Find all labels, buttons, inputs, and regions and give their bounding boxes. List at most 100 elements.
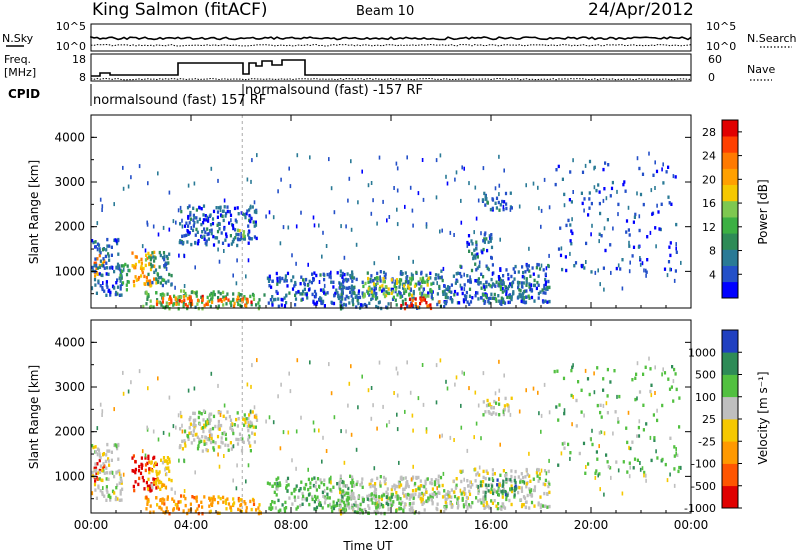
range-gate-cell	[509, 293, 512, 297]
range-gate-cell	[570, 229, 573, 233]
range-gate-cell	[184, 291, 187, 296]
range-gate-cell	[271, 279, 274, 283]
range-gate-cell	[258, 298, 261, 302]
range-gate-cell	[218, 259, 221, 264]
range-gate-cell	[639, 192, 643, 197]
range-gate-cell	[517, 270, 520, 274]
range-gate-cell	[146, 282, 150, 286]
range-gate-cell	[370, 211, 373, 216]
range-gate-cell	[226, 410, 229, 414]
range-gate-cell	[371, 296, 374, 300]
range-gate-cell	[104, 254, 107, 259]
range-gate-cell	[245, 417, 248, 421]
range-gate-cell	[296, 358, 299, 363]
range-gate-cell	[603, 431, 606, 436]
range-gate-cell	[160, 275, 163, 280]
range-gate-cell	[455, 170, 458, 175]
range-gate-cell	[391, 289, 394, 293]
range-gate-cell	[94, 240, 97, 244]
range-gate-cell	[190, 242, 193, 247]
range-gate-cell	[369, 277, 372, 282]
range-gate-cell	[355, 294, 358, 298]
range-gate-cell	[185, 293, 188, 298]
range-gate-cell	[222, 218, 225, 223]
range-gate-cell	[241, 296, 244, 300]
range-gate-cell	[183, 284, 186, 288]
colorbar-tick-label: -500	[691, 480, 716, 493]
range-gate-cell	[320, 480, 323, 485]
range-gate-cell	[95, 263, 98, 268]
range-gate-cell	[617, 420, 620, 424]
range-gate-cell	[210, 231, 213, 236]
range-gate-cell	[483, 285, 486, 289]
range-gate-cell	[580, 191, 583, 195]
range-gate-cell	[113, 286, 116, 290]
range-gate-cell	[578, 451, 581, 456]
range-gate-cell	[411, 273, 414, 278]
range-gate-cell	[664, 462, 667, 467]
range-gate-cell	[379, 275, 381, 280]
range-gate-cell	[347, 502, 350, 506]
range-gate-cell	[544, 482, 547, 487]
range-gate-cell	[236, 206, 239, 210]
range-gate-cell	[168, 457, 171, 461]
range-gate-cell	[456, 497, 459, 501]
range-gate-cell	[525, 283, 528, 287]
range-gate-cell	[194, 305, 197, 309]
range-gate-cell	[469, 280, 472, 284]
range-gate-cell	[108, 266, 111, 270]
range-gate-cell	[95, 266, 98, 271]
range-gate-cell	[409, 495, 412, 499]
range-gate-cell	[285, 479, 288, 483]
range-gate-cell	[345, 504, 348, 508]
range-gate-cell	[437, 481, 440, 485]
range-gate-cell	[477, 491, 480, 495]
range-gate-cell	[227, 298, 230, 302]
range-gate-cell	[475, 247, 478, 251]
range-gate-cell	[396, 412, 398, 417]
range-gate-cell	[417, 281, 420, 286]
range-gate-cell	[337, 296, 340, 301]
range-gate-cell	[265, 214, 267, 219]
range-gate-cell	[220, 423, 223, 428]
range-gate-cell	[339, 474, 342, 478]
range-gate-cell	[367, 276, 370, 281]
range-gate-cell	[496, 478, 499, 482]
range-gate-cell	[399, 497, 402, 501]
range-gate-cell	[543, 382, 546, 387]
range-gate-cell	[613, 369, 616, 373]
range-gate-cell	[95, 468, 98, 473]
range-gate-cell	[288, 166, 290, 171]
range-gate-cell	[232, 226, 235, 231]
range-gate-cell	[181, 224, 184, 229]
range-gate-cell	[295, 224, 298, 229]
range-gate-cell	[375, 276, 378, 280]
range-gate-cell	[430, 295, 433, 299]
x-tick-label: 12:00	[374, 518, 409, 532]
range-gate-cell	[177, 295, 180, 299]
range-gate-cell	[276, 484, 279, 489]
range-gate-cell	[111, 470, 114, 475]
range-gate-cell	[140, 466, 143, 470]
range-gate-cell	[166, 292, 169, 296]
range-gate-cell	[435, 195, 438, 200]
range-gate-cell	[405, 289, 408, 294]
range-gate-cell	[229, 505, 232, 509]
range-gate-cell	[636, 434, 639, 438]
range-gate-cell	[291, 458, 293, 463]
range-gate-cell	[137, 275, 141, 280]
range-gate-cell	[426, 304, 429, 308]
range-gate-cell	[313, 223, 316, 228]
range-gate-cell	[353, 484, 356, 488]
range-gate-cell	[450, 290, 453, 294]
range-gate-cell	[205, 302, 208, 306]
range-gate-cell	[490, 292, 493, 296]
range-gate-cell	[547, 469, 550, 474]
range-gate-cell	[201, 294, 204, 299]
range-gate-cell	[99, 402, 102, 407]
range-gate-cell	[331, 509, 334, 513]
range-gate-cell	[482, 400, 485, 404]
range-gate-cell	[181, 234, 184, 238]
range-gate-cell	[548, 285, 551, 290]
range-gate-cell	[249, 215, 252, 220]
